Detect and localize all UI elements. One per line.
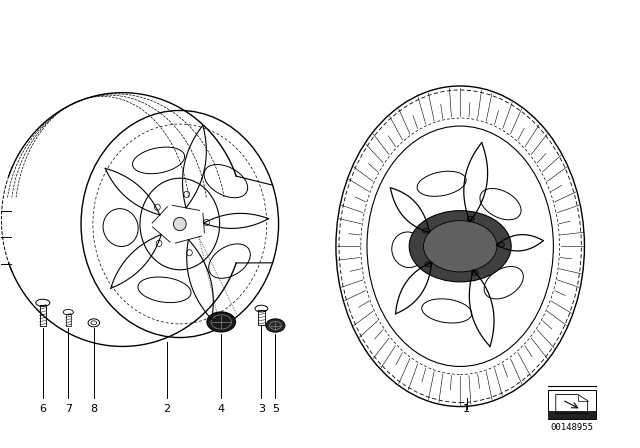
Bar (548, 411, 596, 419)
Ellipse shape (173, 217, 186, 231)
Ellipse shape (207, 312, 236, 332)
Ellipse shape (425, 262, 432, 267)
Ellipse shape (266, 319, 285, 332)
Text: 3: 3 (258, 404, 265, 414)
Text: 6: 6 (39, 404, 46, 414)
Ellipse shape (184, 191, 189, 198)
Bar (548, 390, 596, 419)
Text: 8: 8 (90, 404, 97, 414)
Ellipse shape (156, 240, 162, 246)
Text: 5: 5 (272, 404, 279, 414)
Ellipse shape (467, 216, 474, 221)
Text: 4: 4 (218, 404, 225, 414)
Text: 7: 7 (65, 404, 72, 414)
Ellipse shape (424, 220, 497, 272)
Ellipse shape (409, 211, 511, 282)
Ellipse shape (204, 219, 209, 225)
Ellipse shape (497, 242, 504, 247)
Ellipse shape (186, 250, 192, 256)
Ellipse shape (422, 228, 429, 233)
Text: 2: 2 (163, 404, 171, 414)
Ellipse shape (471, 271, 478, 276)
Ellipse shape (154, 204, 160, 211)
Text: 00148955: 00148955 (550, 423, 593, 432)
Text: 1: 1 (463, 404, 470, 414)
